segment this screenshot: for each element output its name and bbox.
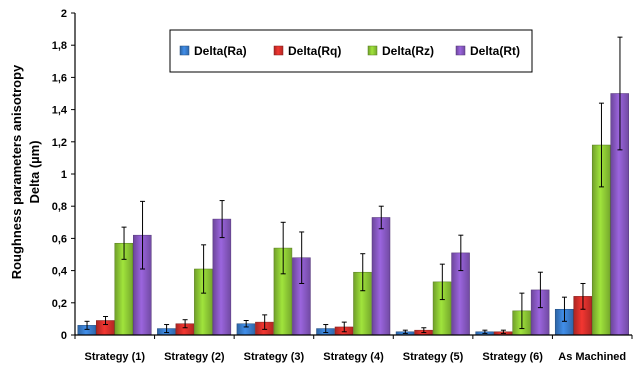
error-bar (378, 205, 384, 230)
error-bar (598, 102, 604, 188)
y-tick-label: 2 (61, 8, 67, 20)
error-bar (360, 253, 366, 292)
y-tick-label: 0,2 (52, 298, 67, 310)
y-tick-label: 0,8 (52, 201, 67, 213)
legend-swatch (455, 45, 466, 56)
legend-label: Delta(Rz) (382, 44, 434, 58)
y-axis-label-line1: Roughness parameters anisotropy (9, 64, 24, 279)
y-tick-label: 0,4 (52, 266, 68, 278)
error-bar (84, 320, 90, 330)
x-tick-label: Strategy (3) (244, 351, 305, 363)
error-bar (402, 329, 408, 334)
error-bar (439, 263, 445, 301)
axes (74, 13, 632, 336)
error-bar (341, 321, 347, 333)
y-axis-label: Roughness parameters anisotropy Delta (µ… (9, 64, 42, 279)
legend-swatch (273, 45, 284, 56)
x-axis-ticks: Strategy (1) Strategy (2) Strategy (3) Stra… (74, 335, 633, 363)
x-tick-label: Strategy (4) (323, 351, 384, 363)
legend: Delta(Ra) Delta(Rq) Delta(Rz) Delta(Rt) (169, 29, 533, 73)
error-bar (103, 315, 109, 326)
error-bar (458, 234, 464, 272)
bar (371, 217, 391, 336)
x-tick-label: Strategy (5) (403, 351, 464, 363)
error-bar (182, 319, 188, 329)
y-tick-label: 1,8 (52, 40, 67, 52)
error-bar (323, 324, 329, 334)
legend-box (169, 29, 533, 73)
legend-label: Delta(Rt) (470, 44, 520, 58)
y-tick-label: 0 (61, 330, 67, 342)
y-axis-label-line2: Delta (µm) (27, 140, 42, 203)
error-bars (84, 36, 623, 334)
x-tick-label: Strategy (1) (85, 351, 146, 363)
error-bar (201, 244, 207, 294)
legend-label: Delta(Ra) (194, 44, 247, 58)
legend-swatch (179, 45, 190, 56)
error-bar (219, 200, 225, 239)
error-bar (140, 200, 146, 270)
y-tick-label: 1,6 (52, 72, 67, 84)
error-bar (561, 296, 567, 322)
y-axis-ticks: 0 0,2 0,4 0,6 0,8 1 1,2 1,4 1,6 1,8 2 (52, 8, 75, 342)
x-tick-label: As Machined (558, 351, 626, 363)
y-tick-label: 0,6 (52, 233, 67, 245)
x-tick-label: Strategy (2) (164, 351, 225, 363)
error-bar (299, 231, 305, 284)
y-tick-label: 1 (61, 169, 67, 181)
error-bar (537, 271, 543, 309)
error-bar (519, 292, 525, 330)
error-bar (500, 329, 506, 334)
error-bar (421, 327, 427, 334)
y-tick-label: 1,4 (52, 105, 68, 117)
error-bar (243, 320, 249, 328)
legend-swatch (367, 45, 378, 56)
error-bar (580, 282, 586, 310)
y-tick-label: 1,2 (52, 137, 67, 149)
error-bar (482, 329, 488, 334)
error-bar (280, 221, 286, 275)
error-bar (617, 36, 623, 151)
x-tick-label: Strategy (6) (482, 351, 543, 363)
bars (77, 93, 629, 336)
legend-label: Delta(Rq) (288, 44, 341, 58)
error-bar (262, 314, 268, 330)
error-bar (121, 226, 127, 260)
error-bar (164, 324, 170, 334)
